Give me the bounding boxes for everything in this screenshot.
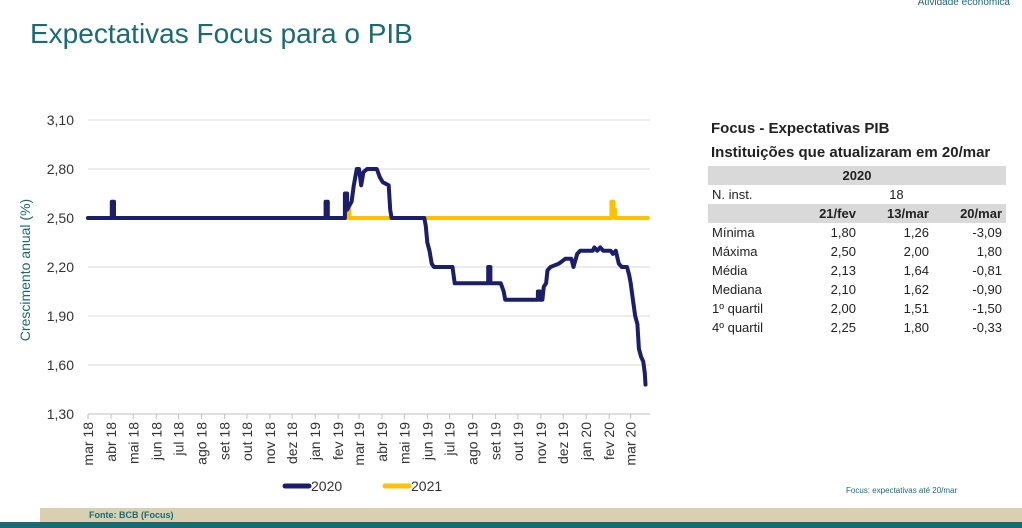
panel-title: Focus - Expectativas PIB	[711, 120, 890, 137]
x-tick-label: mai 19	[396, 422, 412, 464]
cell: 1,51	[903, 301, 929, 316]
panel-subtitle: Instituições que atualizaram em 20/mar	[711, 144, 991, 161]
x-tick-label: jan 20	[578, 422, 594, 461]
table-row: 4º quartil 2,25 1,80 -0,33	[708, 318, 1006, 337]
x-tick-label: mar 19	[351, 422, 367, 466]
footer-source: Fonte: BCB (Focus)	[89, 510, 174, 520]
cell: -0,90	[972, 282, 1002, 297]
stats-table: 2020 N. inst. 18 21/fev 13/mar 20/mar Mí…	[708, 166, 1006, 337]
x-tick-label: mar 18	[80, 422, 96, 466]
row-label: Mediana	[712, 282, 762, 297]
x-tick-label: fev 20	[601, 422, 617, 460]
x-tick-label: jun 19	[419, 422, 435, 461]
x-tick-label: abr 19	[374, 422, 390, 462]
x-tick-label: jul 19	[442, 422, 458, 457]
table-row: Mediana 2,10 1,62 -0,90	[708, 280, 1006, 299]
y-tick-label: 3,10	[47, 112, 74, 128]
table-row: Máxima 2,50 2,00 1,80	[708, 242, 1006, 261]
x-tick-label: set 18	[217, 422, 233, 460]
footer-bar	[40, 508, 1022, 522]
ninst-value: 18	[889, 187, 904, 202]
row-label: 1º quartil	[712, 301, 763, 316]
cell: 2,13	[830, 263, 856, 278]
section-label: Atividade econômica	[917, 0, 1010, 8]
legend-label-2021: 2021	[411, 478, 442, 494]
col-header-21fev: 21/fev	[794, 204, 860, 223]
y-tick-label: 2,50	[47, 210, 74, 226]
col-header-20mar: 20/mar	[932, 204, 1006, 223]
ninst-label: N. inst.	[712, 187, 753, 202]
x-tick-label: dez 19	[555, 422, 571, 464]
y-tick-label: 1,60	[47, 357, 74, 373]
x-tick-label: nov 19	[533, 422, 549, 464]
year-header: 2020	[708, 166, 1006, 185]
cell: 1,80	[830, 225, 856, 240]
row-label: Média	[712, 263, 748, 278]
x-tick-label: abr 18	[103, 422, 119, 462]
legend-label-2020: 2020	[311, 478, 342, 494]
x-tick-label: mai 18	[125, 422, 141, 464]
x-tick-label: fev 19	[330, 422, 346, 460]
gdp-expectations-chart: 3,10 2,80 2,50 2,20 1,90 1,60 1,30 mar 18 abr 1…	[17, 112, 650, 494]
cell: -0,81	[972, 263, 1002, 278]
table-row: Mínima 1,80 1,26 -3,09	[708, 223, 1006, 242]
col-header-13mar: 13/mar	[859, 204, 933, 223]
y-tick-label: 1,90	[47, 308, 74, 324]
x-tick-label: out 19	[510, 422, 526, 461]
cell: 1,64	[903, 263, 929, 278]
series-line-2020	[86, 167, 648, 387]
row-label: Mínima	[712, 225, 755, 240]
cell: 2,25	[830, 320, 856, 335]
row-label: 4º quartil	[712, 320, 763, 335]
chart-legend: 2020 2021	[282, 478, 442, 494]
x-tick-label: out 18	[239, 422, 255, 461]
cell: 1,80	[976, 244, 1002, 259]
ninst-row: N. inst. 18	[708, 185, 1006, 204]
cell: 2,00	[830, 301, 856, 316]
x-tick-label: ago 18	[194, 422, 210, 465]
cell: 1,80	[903, 320, 929, 335]
cell: -1,50	[972, 301, 1002, 316]
x-tick-label: jun 18	[148, 422, 164, 461]
footer-line	[0, 522, 1022, 528]
y-axis-label: Crescimento anual (%)	[17, 199, 33, 341]
cell: 2,50	[830, 244, 856, 259]
cell: 2,10	[830, 282, 856, 297]
x-tick-label: set 19	[488, 422, 504, 460]
cell: 1,26	[903, 225, 929, 240]
y-tick-label: 1,30	[47, 406, 74, 422]
x-tick-label: mar 20	[623, 422, 639, 466]
table-row: Média 2,13 1,64 -0,81	[708, 261, 1006, 280]
x-tick-label: nov 18	[262, 422, 278, 464]
x-tick-label: ago 19	[465, 422, 481, 465]
cell: 1,62	[903, 282, 929, 297]
y-tick-label: 2,20	[47, 259, 74, 275]
table-row: 1º quartil 2,00 1,51 -1,50	[708, 299, 1006, 318]
cell: -0,33	[972, 320, 1002, 335]
x-tick-label: dez 18	[284, 422, 300, 464]
x-tick-label: jan 19	[307, 422, 323, 461]
cell: -3,09	[972, 225, 1002, 240]
page-title: Expectativas Focus para o PIB	[30, 18, 413, 49]
y-tick-label: 2,80	[47, 161, 74, 177]
column-header-row: 21/fev 13/mar 20/mar	[708, 204, 1006, 223]
year-header-row: 2020	[708, 166, 1006, 185]
x-tick-label: jul 18	[171, 422, 187, 457]
focus-stats-panel: Focus - Expectativas PIB Instituições qu…	[708, 117, 1008, 337]
series-line-2021	[86, 199, 650, 220]
cell: 2,00	[903, 244, 929, 259]
chart-note: Focus: expectativas até 20/mar	[846, 486, 958, 495]
row-label: Máxima	[712, 244, 758, 259]
